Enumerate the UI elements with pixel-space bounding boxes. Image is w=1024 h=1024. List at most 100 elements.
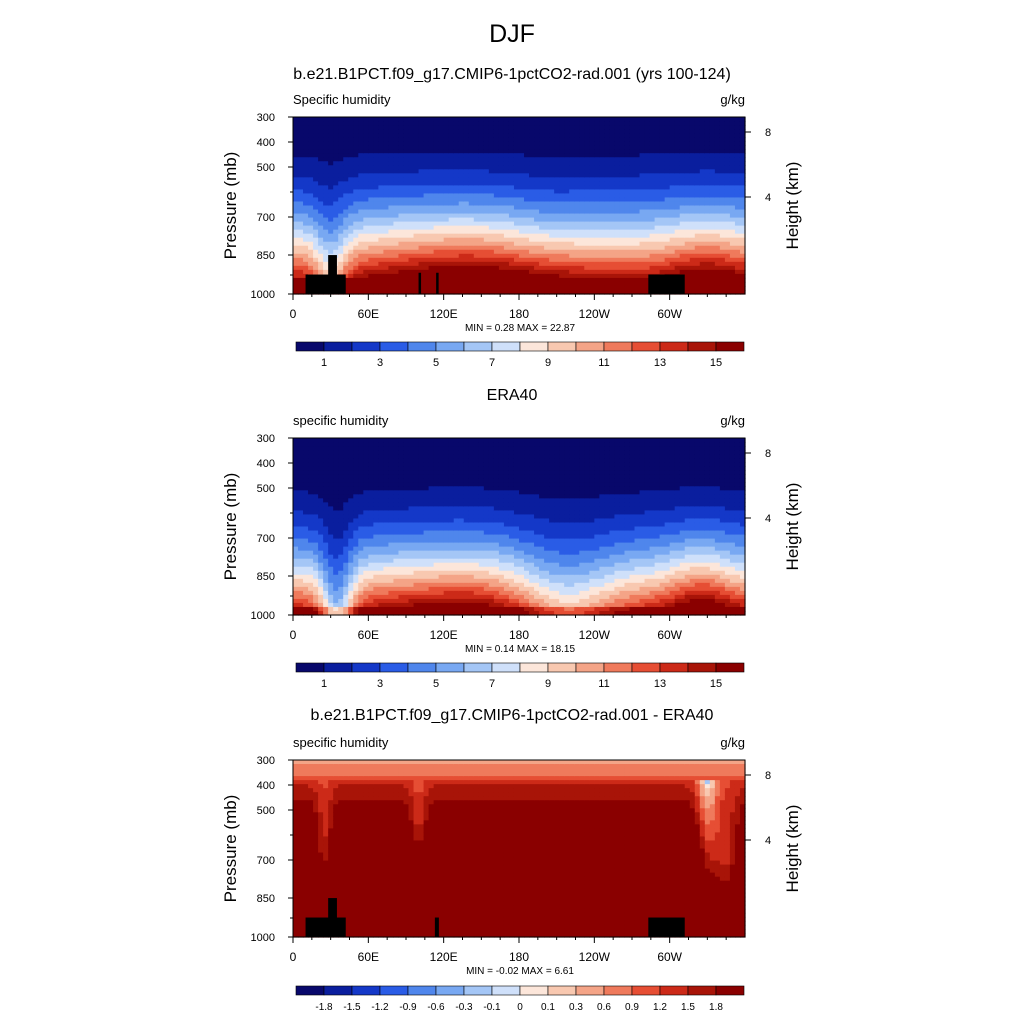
heatmap-cell [458, 225, 465, 231]
heatmap-cell [443, 173, 450, 178]
heatmap-cell [383, 121, 390, 126]
heatmap-cell [373, 574, 379, 580]
heatmap-cell [408, 289, 415, 295]
heatmap-cell [333, 201, 339, 207]
heatmap-cell [739, 265, 746, 271]
heatmap-cell [318, 446, 324, 451]
heatmap-cell [313, 241, 319, 247]
heatmap-cell [559, 185, 565, 191]
heatmap-cell [684, 153, 691, 158]
heatmap-cell [368, 137, 374, 142]
heatmap-cell [308, 205, 314, 211]
heatmap-cell [438, 177, 445, 182]
heatmap-cell [539, 241, 545, 247]
heatmap-cell [734, 117, 741, 122]
heatmap-cell [313, 450, 319, 455]
heatmap-cell [704, 233, 711, 239]
heatmap-cell [443, 117, 450, 122]
heatmap-cell [343, 486, 349, 491]
heatmap-cell [438, 273, 445, 279]
heatmap-cell [393, 121, 400, 126]
heatmap-cell [579, 173, 585, 178]
heatmap-cell [393, 133, 400, 138]
heatmap-cell [468, 289, 475, 295]
heatmap-cell [358, 261, 364, 267]
heatmap-cell [433, 121, 440, 126]
heatmap-cell [594, 213, 600, 219]
heatmap-cell [483, 241, 490, 247]
heatmap-cell [338, 602, 344, 608]
heatmap-cell [629, 285, 636, 291]
heatmap-cell [398, 245, 405, 251]
heatmap-cell [328, 546, 334, 552]
heatmap-cell [609, 213, 616, 219]
heatmap-cell [348, 610, 354, 616]
heatmap-cell [534, 265, 540, 271]
heatmap-cell [293, 586, 299, 592]
heatmap-cell [574, 249, 580, 255]
heatmap-cell [333, 454, 339, 459]
heatmap-cell [559, 289, 565, 295]
heatmap-cell [413, 225, 420, 231]
heatmap-cell [503, 173, 510, 178]
heatmap-cell [373, 518, 379, 524]
heatmap-cell [363, 197, 369, 203]
heatmap-cell [363, 165, 369, 170]
heatmap-cell [333, 233, 339, 239]
heatmap-cell [448, 133, 455, 138]
heatmap-cell [313, 149, 319, 154]
heatmap-cell [338, 173, 344, 178]
heatmap-cell [363, 574, 369, 580]
heatmap-cell [388, 189, 395, 195]
heatmap-cell [348, 566, 354, 572]
heatmap-cell [524, 145, 530, 150]
heatmap-cell [398, 510, 405, 516]
heatmap-cell [303, 117, 309, 122]
heatmap-cell [388, 273, 395, 279]
heatmap-cell [483, 121, 490, 126]
heatmap-cell [398, 161, 405, 166]
heatmap-cell [654, 233, 661, 239]
heatmap-cell [343, 193, 349, 199]
heatmap-cell [318, 229, 324, 235]
heatmap-cell [503, 269, 510, 275]
heatmap-cell [318, 590, 324, 596]
heatmap-cell [719, 177, 726, 182]
heatmap-cell [423, 285, 430, 291]
heatmap-cell [559, 173, 565, 178]
heatmap-cell [448, 193, 455, 199]
heatmap-cell [368, 542, 374, 548]
heatmap-cell [368, 173, 374, 178]
heatmap-cell [373, 550, 379, 556]
heatmap-cell [458, 277, 465, 283]
heatmap-cell [594, 229, 600, 235]
heatmap-cell [343, 438, 349, 443]
heatmap-cell [368, 117, 374, 122]
heatmap-cell [644, 181, 651, 186]
heatmap-cell [679, 153, 686, 158]
heatmap-cell [524, 197, 530, 203]
heatmap-cell [684, 209, 691, 215]
heatmap-cell [534, 133, 540, 138]
heatmap-cell [353, 173, 359, 178]
heatmap-cell [674, 181, 681, 186]
heatmap-cell [293, 121, 299, 126]
heatmap-cell [353, 562, 359, 568]
heatmap-cell [654, 181, 661, 186]
heatmap-cell [388, 137, 395, 142]
heatmap-cell [423, 233, 430, 239]
heatmap-cell [539, 213, 545, 219]
heatmap-cell [453, 145, 460, 150]
heatmap-cell [343, 566, 349, 572]
heatmap-cell [488, 185, 495, 191]
heatmap-cell [579, 141, 585, 146]
heatmap-cell [463, 137, 470, 142]
heatmap-cell [328, 466, 334, 471]
heatmap-cell [719, 285, 726, 291]
heatmap-cell [293, 506, 299, 512]
heatmap-cell [609, 189, 616, 195]
heatmap-cell [634, 233, 641, 239]
heatmap-cell [639, 129, 646, 134]
heatmap-cell [669, 185, 676, 191]
heatmap-cell [343, 602, 349, 608]
